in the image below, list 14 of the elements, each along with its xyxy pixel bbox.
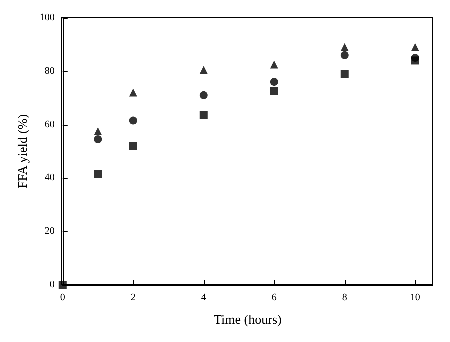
y-tick-label: 0 — [50, 280, 55, 290]
x-axis-title: Time (hours) — [214, 312, 282, 327]
y-tick-label: 20 — [44, 226, 55, 238]
y-tick-label: 80 — [44, 66, 55, 77]
y-tick-label: 40 — [44, 172, 55, 184]
x-tick-label: 2 — [130, 292, 136, 304]
y-axis-title: FFA yield (%) — [15, 114, 30, 189]
y-tick-label: 60 — [44, 119, 55, 130]
x-tick-label: 4 — [201, 292, 206, 304]
x-tick-label: 8 — [342, 292, 348, 304]
x-tick-label: 0 — [60, 292, 66, 304]
x-tick-label: 10 — [410, 292, 420, 304]
x-tick-label: 6 — [272, 292, 277, 304]
y-tick-label: 100 — [40, 12, 55, 24]
